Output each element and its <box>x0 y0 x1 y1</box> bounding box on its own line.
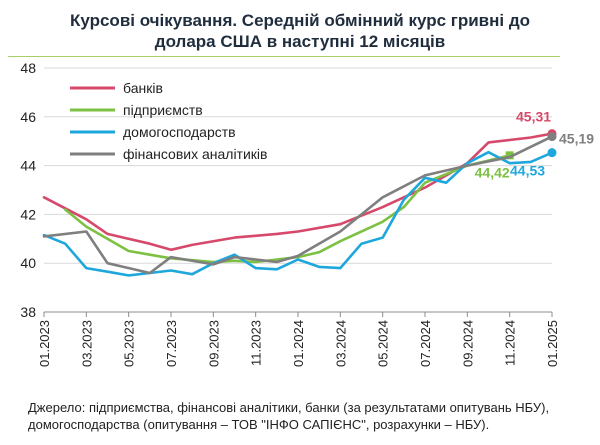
legend: банків підприємств домогосподарств фінансов… <box>70 80 267 162</box>
source-line-1: Джерело: підприємства, фінансові аналіти… <box>28 400 550 415</box>
legend-label-4: фінансових аналітиків <box>123 146 267 162</box>
x-tick-label-01-2023: 01.2023 <box>37 320 52 367</box>
legend-label-1: банків <box>123 80 163 96</box>
x-tick-label-05-2023: 05.2023 <box>122 320 137 367</box>
x-tick-label-01-2025: 01.2025 <box>545 320 560 367</box>
y-tick-label-48: 48 <box>20 60 36 76</box>
series-end-marker-3 <box>547 148 557 158</box>
legend-label-3: домогосподарств <box>123 124 236 140</box>
x-tick-label-11-2024: 11.2024 <box>503 320 518 366</box>
x-tick-label-05-2024: 05.2024 <box>376 320 391 367</box>
series-line-4 <box>42 135 554 275</box>
series-layer <box>42 129 557 277</box>
series-line-3 <box>42 150 554 277</box>
source-line-2: домогосподарства (опитування – ТОВ "ІНФО… <box>28 417 490 432</box>
series-line-1 <box>42 132 554 252</box>
end-value-label-4: 45,19 <box>559 131 594 147</box>
end-value-label-2: 44,42 <box>475 164 510 180</box>
end-labels-layer: 45,31 44,42 44,53 45,19 <box>475 109 595 181</box>
series-end-marker-2 <box>505 151 514 160</box>
series-line-2 <box>63 154 512 264</box>
legend-label-2: підприємств <box>123 102 203 118</box>
source-note: Джерело: підприємства, фінансові аналіти… <box>28 399 588 433</box>
y-tick-label-38: 38 <box>20 304 36 320</box>
series-end-marker-4 <box>547 132 557 142</box>
chart-title-line-2: долара США в наступні 12 місяців <box>154 32 446 51</box>
y-tick-label-42: 42 <box>20 206 36 222</box>
end-value-label-1: 45,31 <box>516 109 551 125</box>
end-value-label-3: 44,53 <box>510 163 545 179</box>
x-tick-label-01-2024: 01.2024 <box>291 320 306 367</box>
axes-layer: 38 40 42 44 46 48 01.2023 03.2023 05.2023 07.2023… <box>20 60 560 367</box>
x-tick-label-07-2023: 07.2023 <box>164 320 179 367</box>
y-tick-label-44: 44 <box>20 158 36 174</box>
y-tick-label-46: 46 <box>20 109 36 125</box>
x-tick-label-09-2023: 09.2023 <box>206 320 221 367</box>
title-divider <box>8 56 560 57</box>
chart-title-line-1: Курсові очікування. Середній обмінний ку… <box>69 11 531 30</box>
x-tick-label-07-2024: 07.2024 <box>418 320 433 367</box>
grid-layer <box>44 67 552 313</box>
x-tick-label-03-2023: 03.2023 <box>79 320 94 367</box>
x-tick-label-09-2024: 09.2024 <box>460 320 475 367</box>
y-tick-label-40: 40 <box>20 255 36 271</box>
x-tick-label-03-2024: 03.2024 <box>333 320 348 367</box>
chart-title: Курсові очікування. Середній обмінний ку… <box>40 10 560 52</box>
x-tick-label-11-2023: 11.2023 <box>249 320 264 366</box>
